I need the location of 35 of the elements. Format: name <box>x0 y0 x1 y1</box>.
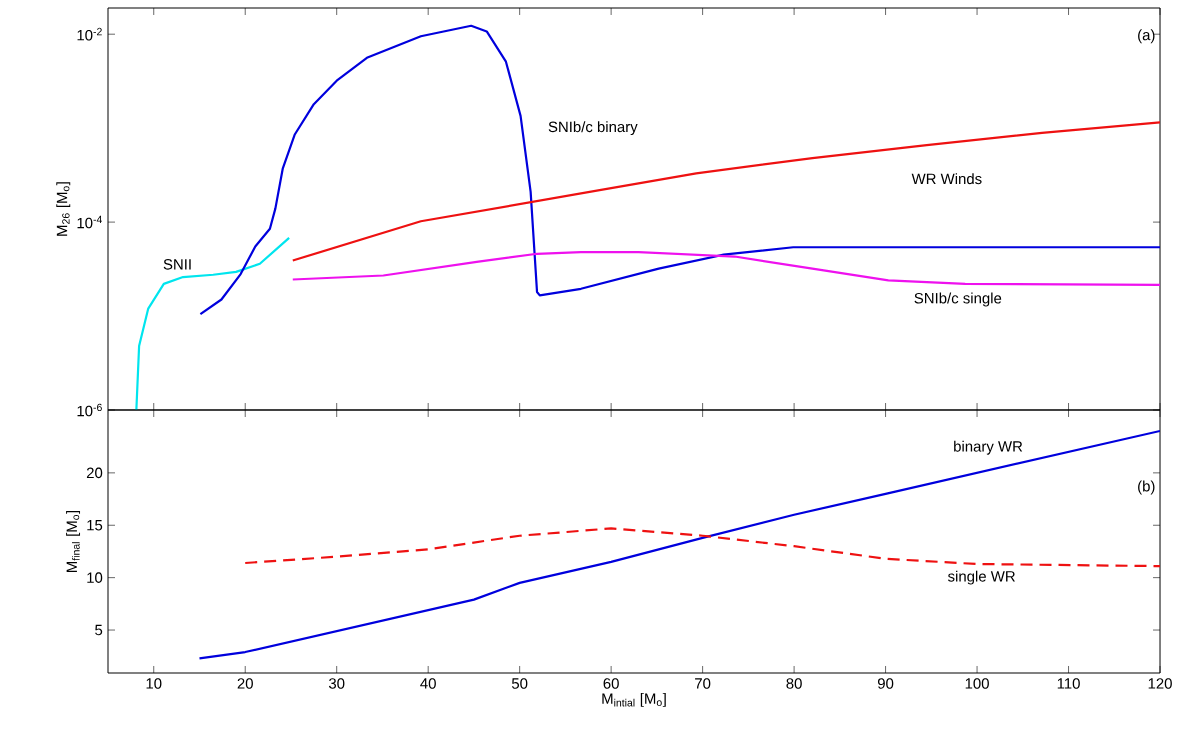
y-tick-label: 10 <box>87 572 103 583</box>
x-tick-label: 110 <box>1057 678 1080 689</box>
series-label: SNIb/c single <box>914 292 1002 307</box>
x-axis-title: M$_{intial}$ [M$_{o}$] <box>602 692 666 707</box>
x-tick-label: 80 <box>786 678 802 689</box>
x-tick-label: 70 <box>695 678 711 689</box>
x-tick-label: 120 <box>1148 678 1172 689</box>
series-label: binary WR <box>954 440 1023 455</box>
series-label: SNIb/c binary <box>548 121 638 136</box>
y-tick-label: 10$^{-6}$ <box>77 403 102 417</box>
y-axis-title: M$_{final}$ [M$_{o}$] <box>66 510 81 572</box>
line-series <box>199 24 1161 316</box>
series-label: WR Winds <box>911 173 982 185</box>
x-tick-label: 30 <box>328 678 345 689</box>
y-tick-label: 5 <box>95 624 103 636</box>
line-series <box>244 527 1161 568</box>
y-axis-title: M$_{26}$ [M$_{o}$] <box>56 182 71 236</box>
line-series <box>135 236 291 410</box>
line-series <box>291 250 1161 286</box>
x-tick-label: 40 <box>420 678 436 689</box>
x-tick-label: 60 <box>603 678 619 689</box>
series-label: SNII <box>163 259 191 270</box>
x-tick-label: 100 <box>965 678 989 689</box>
y-tick-label: 10$^{-2}$ <box>77 27 102 41</box>
series-label: single WR <box>948 570 1015 585</box>
x-tick-label: 20 <box>237 678 253 689</box>
x-tick-label: 10 <box>146 678 162 689</box>
line-series <box>291 121 1161 262</box>
y-tick-label: 15 <box>87 520 103 531</box>
y-tick-label: 10$^{-4}$ <box>77 215 102 229</box>
x-tick-label: 50 <box>511 678 528 689</box>
annotation: (a) <box>1138 29 1155 44</box>
annotation: (b) <box>1138 480 1155 495</box>
x-tick-label: 90 <box>877 678 894 689</box>
y-tick-label: 20 <box>86 467 103 479</box>
